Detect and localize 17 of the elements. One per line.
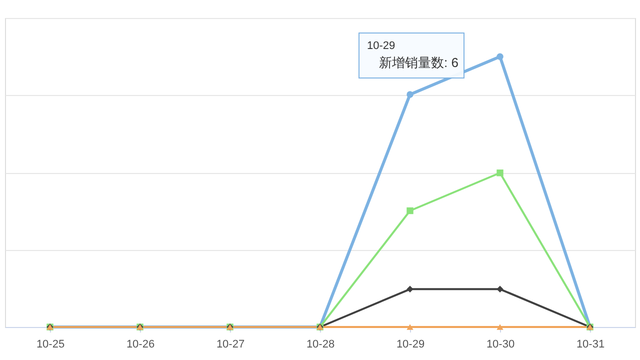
x-tick-label: 10-27 — [216, 338, 245, 350]
point — [496, 53, 504, 60]
x-tick-label: 10-28 — [306, 338, 335, 350]
x-tick-label: 10-31 — [576, 338, 605, 350]
point — [496, 324, 504, 330]
x-tick-label: 10-30 — [486, 338, 515, 350]
annotation: 新增销量数: 6 — [379, 55, 458, 70]
point — [496, 170, 504, 176]
x-tick-label: 10-29 — [396, 338, 425, 350]
point — [496, 286, 504, 292]
point — [406, 91, 414, 98]
x-tick-label: 10-25 — [36, 338, 65, 350]
point — [406, 324, 414, 330]
x-tick-label: 10-26 — [126, 338, 155, 350]
point — [406, 207, 414, 214]
point — [406, 286, 414, 292]
text: 10-29 — [367, 40, 396, 52]
